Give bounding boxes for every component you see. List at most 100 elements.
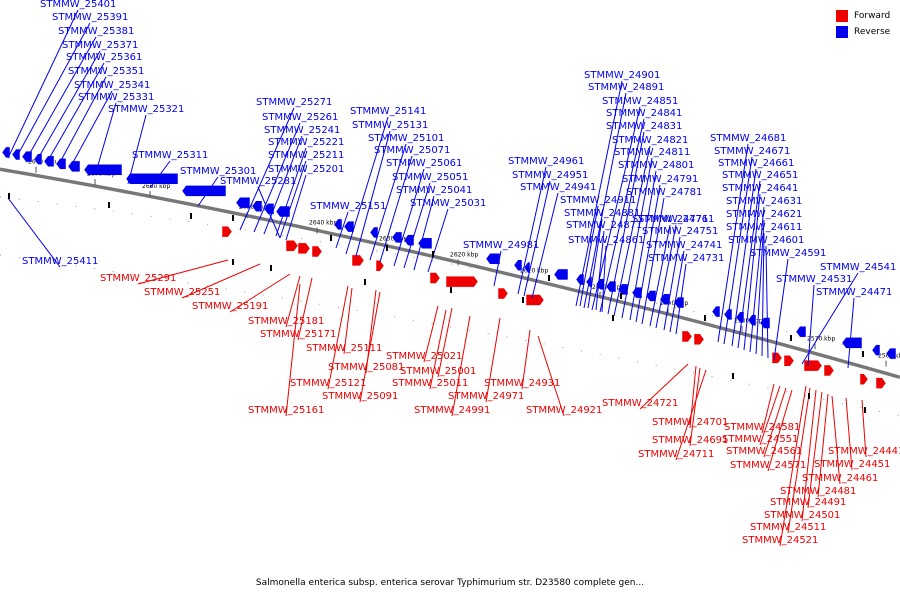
forward-gene-label[interactable]: STMMW_24931 <box>484 378 560 389</box>
reverse-gene-label[interactable]: STMMW_24761 <box>638 214 714 225</box>
forward-gene-arrow[interactable] <box>311 245 323 258</box>
reverse-gene-label[interactable]: STMMW_25271 <box>256 97 332 108</box>
reverse-gene-label[interactable]: STMMW_25281 <box>220 176 296 187</box>
forward-gene-label[interactable]: STMMW_24461 <box>802 473 878 484</box>
forward-gene-label[interactable]: STMMW_24491 <box>770 497 846 508</box>
reverse-gene-label[interactable]: STMMW_25221 <box>268 137 344 148</box>
reverse-gene-label[interactable]: STMMW_25141 <box>350 106 426 117</box>
reverse-gene-arrow[interactable] <box>67 160 81 173</box>
reverse-gene-arrow[interactable] <box>369 226 379 239</box>
forward-gene-arrow[interactable] <box>823 364 835 377</box>
forward-gene-label[interactable]: STMMW_25091 <box>322 391 398 402</box>
reverse-gene-label[interactable]: STMMW_25381 <box>58 26 134 37</box>
legend-reverse[interactable]: Reverse <box>836 24 890 40</box>
reverse-gene-label[interactable]: STMMW_25131 <box>352 120 428 131</box>
forward-gene-label[interactable]: STMMW_24581 <box>724 422 800 433</box>
reverse-gene-arrow[interactable] <box>795 325 807 338</box>
reverse-gene-label[interactable]: STMMW_24811 <box>614 147 690 158</box>
forward-gene-arrow[interactable] <box>771 352 783 364</box>
reverse-gene-label[interactable]: STMMW_25391 <box>52 12 128 23</box>
reverse-gene-arrow[interactable] <box>575 273 585 286</box>
reverse-gene-label[interactable]: STMMW_24781 <box>626 187 702 198</box>
reverse-gene-label[interactable]: STMMW_24951 <box>512 170 588 181</box>
forward-gene-label[interactable]: STMMW_24691 <box>652 435 728 446</box>
reverse-gene-label[interactable]: STMMW_24981 <box>463 240 539 251</box>
reverse-gene-label[interactable]: STMMW_25371 <box>62 40 138 51</box>
reverse-gene-arrow[interactable] <box>747 314 757 326</box>
reverse-gene-arrow[interactable] <box>871 344 881 356</box>
reverse-gene-arrow[interactable] <box>711 305 721 318</box>
reverse-gene-label[interactable]: STMMW_24661 <box>718 158 794 169</box>
reverse-gene-label[interactable]: STMMW_24471 <box>816 287 892 298</box>
forward-gene-label[interactable]: STMMW_24991 <box>414 405 490 416</box>
forward-gene-label[interactable]: STMMW_24551 <box>722 434 798 445</box>
reverse-gene-label[interactable]: STMMW_25401 <box>40 0 116 10</box>
reverse-gene-arrow[interactable] <box>55 158 67 170</box>
reverse-gene-label[interactable]: STMMW_25301 <box>180 166 256 177</box>
forward-gene-label[interactable]: STMMW_25181 <box>248 316 324 327</box>
forward-gene-label[interactable]: STMMW_24521 <box>742 535 818 546</box>
reverse-gene-arrow[interactable] <box>235 196 251 209</box>
forward-gene-arrow[interactable] <box>221 225 233 238</box>
reverse-gene-label[interactable]: STMMW_25071 <box>374 145 450 156</box>
forward-gene-label[interactable]: STMMW_25121 <box>290 378 366 389</box>
forward-gene-label[interactable]: STMMW_25011 <box>392 378 468 389</box>
reverse-gene-label[interactable]: STMMW_24591 <box>750 248 826 259</box>
forward-gene-label[interactable]: STMMW_24571 <box>730 460 806 471</box>
reverse-gene-label[interactable]: STMMW_24631 <box>726 196 802 207</box>
reverse-gene-label[interactable]: STMMW_25201 <box>268 164 344 175</box>
reverse-gene-arrow[interactable] <box>391 231 403 244</box>
forward-gene-arrow[interactable] <box>375 260 385 272</box>
reverse-gene-arrow[interactable] <box>673 296 685 309</box>
reverse-gene-label[interactable]: STMMW_24741 <box>646 240 722 251</box>
reverse-gene-label[interactable]: STMMW_25241 <box>264 125 340 136</box>
reverse-gene-label[interactable]: STMMW_24601 <box>728 235 804 246</box>
reverse-gene-label[interactable]: STMMW_24771 <box>632 214 708 225</box>
reverse-gene-label[interactable]: STMMW_24641 <box>722 183 798 194</box>
forward-gene-label[interactable]: STMMW_25161 <box>248 405 324 416</box>
reverse-gene-label[interactable]: STMMW_24841 <box>606 108 682 119</box>
reverse-gene-arrow[interactable] <box>1 146 11 159</box>
reverse-gene-label[interactable]: STMMW_24751 <box>642 226 718 237</box>
forward-gene-label[interactable]: STMMW_24501 <box>764 510 840 521</box>
reverse-gene-label[interactable]: STMMW_24941 <box>520 182 596 193</box>
reverse-gene-arrow[interactable] <box>275 205 291 218</box>
forward-gene-arrow[interactable] <box>497 287 509 300</box>
reverse-gene-label[interactable]: STMMW_24821 <box>612 135 688 146</box>
reverse-gene-label[interactable]: STMMW_24681 <box>710 133 786 144</box>
reverse-gene-label[interactable]: STMMW_24871 <box>566 220 642 231</box>
reverse-gene-label[interactable]: STMMW_25411 <box>22 256 98 267</box>
forward-gene-arrow[interactable] <box>875 377 887 389</box>
reverse-gene-arrow[interactable] <box>513 259 523 271</box>
forward-gene-arrow[interactable] <box>693 333 705 346</box>
reverse-gene-arrow[interactable] <box>11 148 21 161</box>
forward-gene-label[interactable]: STMMW_25171 <box>260 329 336 340</box>
reverse-gene-label[interactable]: STMMW_24651 <box>722 170 798 181</box>
reverse-gene-label[interactable]: STMMW_24621 <box>726 209 802 220</box>
reverse-gene-label[interactable]: STMMW_24801 <box>618 160 694 171</box>
forward-gene-arrow[interactable] <box>445 275 479 288</box>
reverse-gene-arrow[interactable] <box>343 220 355 233</box>
forward-gene-arrow[interactable] <box>525 294 545 306</box>
reverse-gene-label[interactable]: STMMW_25151 <box>310 201 386 212</box>
forward-gene-arrow[interactable] <box>859 373 869 385</box>
forward-gene-label[interactable]: STMMW_25111 <box>306 343 382 354</box>
reverse-gene-arrow[interactable] <box>251 200 263 212</box>
reverse-gene-label[interactable]: STMMW_25361 <box>66 52 142 63</box>
forward-gene-arrow[interactable] <box>285 239 299 252</box>
reverse-gene-label[interactable]: STMMW_25101 <box>368 133 444 144</box>
forward-gene-arrow[interactable] <box>681 330 693 343</box>
reverse-gene-label[interactable]: STMMW_25261 <box>262 112 338 123</box>
forward-gene-label[interactable]: STMMW_24921 <box>526 405 602 416</box>
forward-gene-label[interactable]: STMMW_25191 <box>192 301 268 312</box>
reverse-gene-label[interactable]: STMMW_24831 <box>606 121 682 132</box>
reverse-gene-label[interactable]: STMMW_24671 <box>714 146 790 157</box>
reverse-gene-label[interactable]: STMMW_24611 <box>726 222 802 233</box>
reverse-gene-arrow[interactable] <box>485 253 501 265</box>
reverse-gene-label[interactable]: STMMW_24891 <box>588 82 664 93</box>
forward-gene-label[interactable]: STMMW_24451 <box>814 459 890 470</box>
reverse-gene-label[interactable]: STMMW_24881 <box>564 208 640 219</box>
reverse-gene-arrow[interactable] <box>885 347 897 360</box>
forward-gene-arrow[interactable] <box>429 272 441 284</box>
forward-gene-label[interactable]: STMMW_25021 <box>386 351 462 362</box>
